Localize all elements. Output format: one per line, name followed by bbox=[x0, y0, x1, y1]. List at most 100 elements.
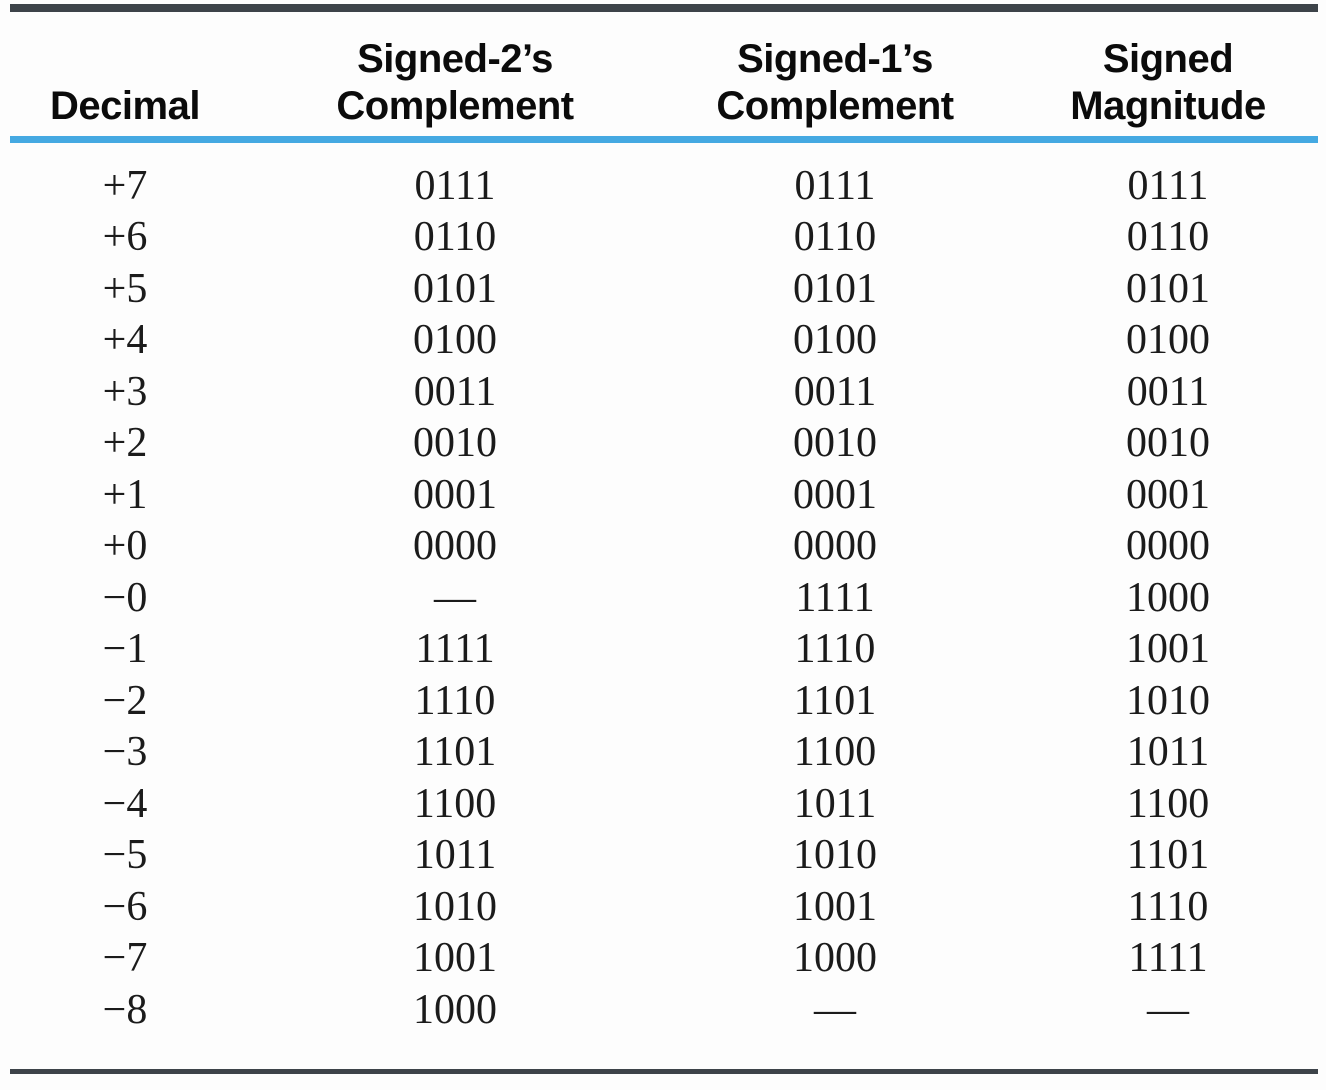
ones-complement-cell: 0011 bbox=[793, 368, 877, 415]
table-row: −7 1001 1000 1111 bbox=[0, 933, 1326, 985]
twos-complement-cell: 1001 bbox=[413, 935, 497, 982]
column-header-signed-magnitude: Signed Magnitude bbox=[1010, 28, 1326, 130]
twos-complement-cell: — bbox=[434, 574, 476, 621]
twos-complement-cell: 1101 bbox=[413, 729, 497, 776]
table-row: −8 1000 — — bbox=[0, 984, 1326, 1036]
decimal-cell: +3 bbox=[102, 368, 148, 415]
table-row: −0 — 1111 1000 bbox=[0, 572, 1326, 624]
signed-magnitude-cell: 1101 bbox=[1126, 832, 1210, 879]
table-row: +2 0010 0010 0010 bbox=[0, 418, 1326, 470]
decimal-cell: +1 bbox=[102, 471, 148, 518]
ones-complement-cell: — bbox=[814, 986, 856, 1033]
ones-complement-cell: 0010 bbox=[793, 420, 877, 467]
ones-complement-cell: 1111 bbox=[795, 574, 875, 621]
signed-magnitude-cell: 0011 bbox=[1126, 368, 1210, 415]
table-row: −2 1110 1101 1010 bbox=[0, 675, 1326, 727]
column-header-label-line1: Signed-1’s bbox=[737, 37, 933, 81]
table-row: +5 0101 0101 0101 bbox=[0, 263, 1326, 315]
signed-magnitude-cell: 1010 bbox=[1126, 677, 1210, 724]
twos-complement-cell: 1110 bbox=[414, 677, 496, 724]
table-row: −4 1100 1011 1100 bbox=[0, 778, 1326, 830]
signed-magnitude-cell: 1011 bbox=[1126, 729, 1210, 776]
table-row: +6 0110 0110 0110 bbox=[0, 212, 1326, 264]
decimal-cell: −2 bbox=[102, 677, 148, 724]
twos-complement-cell: 1100 bbox=[413, 780, 497, 827]
table-body: +7 0111 0111 0111 +6 0110 0110 0110 +5 0101 0101 01… bbox=[0, 160, 1326, 1036]
decimal-cell: −8 bbox=[102, 986, 148, 1033]
decimal-cell: +2 bbox=[102, 420, 148, 467]
signed-magnitude-cell: 1000 bbox=[1126, 574, 1210, 621]
twos-complement-cell: 0100 bbox=[413, 317, 497, 364]
table-header-row: Decimal Signed-2’s Complement Signed-1’s… bbox=[0, 28, 1326, 130]
column-header-ones-complement: Signed-1’s Complement bbox=[660, 28, 1010, 130]
ones-complement-cell: 1100 bbox=[793, 729, 877, 776]
decimal-cell: −7 bbox=[102, 935, 148, 982]
ones-complement-cell: 1001 bbox=[793, 883, 877, 930]
ones-complement-cell: 0101 bbox=[793, 265, 877, 312]
signed-magnitude-cell: 0100 bbox=[1126, 317, 1210, 364]
signed-magnitude-cell: 1111 bbox=[1128, 935, 1208, 982]
twos-complement-cell: 0010 bbox=[413, 420, 497, 467]
column-header-label: Decimal bbox=[50, 84, 200, 128]
signed-magnitude-cell: 1001 bbox=[1126, 626, 1210, 673]
column-header-label-line2: Magnitude bbox=[1070, 84, 1266, 128]
table-row: −1 1111 1110 1001 bbox=[0, 624, 1326, 676]
signed-magnitude-cell: 0101 bbox=[1126, 265, 1210, 312]
twos-complement-cell: 0001 bbox=[413, 471, 497, 518]
table-row: +7 0111 0111 0111 bbox=[0, 160, 1326, 212]
ones-complement-cell: 1101 bbox=[793, 677, 877, 724]
decimal-cell: −3 bbox=[102, 729, 148, 776]
bottom-rule bbox=[10, 1069, 1318, 1074]
decimal-cell: −1 bbox=[102, 626, 148, 673]
ones-complement-cell: 0000 bbox=[793, 523, 877, 570]
twos-complement-cell: 0011 bbox=[413, 368, 497, 415]
column-header-label-line2: Complement bbox=[336, 84, 574, 128]
decimal-cell: +4 bbox=[102, 317, 148, 364]
top-rule bbox=[10, 4, 1318, 12]
signed-magnitude-cell: 0000 bbox=[1126, 523, 1210, 570]
twos-complement-cell: 0110 bbox=[413, 214, 497, 261]
table-row: +1 0001 0001 0001 bbox=[0, 469, 1326, 521]
table-row: +4 0100 0100 0100 bbox=[0, 315, 1326, 367]
signed-magnitude-cell: 1100 bbox=[1126, 780, 1210, 827]
column-header-decimal: Decimal bbox=[0, 28, 250, 130]
decimal-cell: +5 bbox=[102, 265, 148, 312]
decimal-cell: −4 bbox=[102, 780, 148, 827]
twos-complement-cell: 0111 bbox=[414, 162, 496, 209]
ones-complement-cell: 1011 bbox=[793, 780, 877, 827]
table-row: −5 1011 1010 1101 bbox=[0, 830, 1326, 882]
decimal-cell: +0 bbox=[102, 523, 148, 570]
signed-magnitude-cell: 0111 bbox=[1127, 162, 1209, 209]
twos-complement-cell: 1010 bbox=[413, 883, 497, 930]
decimal-cell: +7 bbox=[102, 162, 148, 209]
signed-magnitude-cell: 0001 bbox=[1126, 471, 1210, 518]
table-row: +3 0011 0011 0011 bbox=[0, 366, 1326, 418]
ones-complement-cell: 0100 bbox=[793, 317, 877, 364]
signed-magnitude-cell: 0010 bbox=[1126, 420, 1210, 467]
column-header-twos-complement: Signed-2’s Complement bbox=[250, 28, 660, 130]
decimal-cell: −0 bbox=[102, 574, 148, 621]
signed-magnitude-cell: 1110 bbox=[1127, 883, 1209, 930]
column-header-label-line2: Complement bbox=[716, 84, 954, 128]
decimal-cell: −5 bbox=[102, 832, 148, 879]
table-row: +0 0000 0000 0000 bbox=[0, 521, 1326, 573]
decimal-cell: +6 bbox=[102, 214, 148, 261]
column-header-label-line1: Signed-2’s bbox=[357, 37, 553, 81]
column-header-label-line1: Signed bbox=[1102, 37, 1234, 81]
decimal-cell: −6 bbox=[102, 883, 148, 930]
twos-complement-cell: 1111 bbox=[415, 626, 495, 673]
signed-magnitude-cell: 0110 bbox=[1126, 214, 1210, 261]
ones-complement-cell: 0001 bbox=[793, 471, 877, 518]
header-separator-rule bbox=[10, 136, 1318, 143]
ones-complement-cell: 1010 bbox=[793, 832, 877, 879]
twos-complement-cell: 1011 bbox=[413, 832, 497, 879]
ones-complement-cell: 0110 bbox=[793, 214, 877, 261]
ones-complement-cell: 1000 bbox=[793, 935, 877, 982]
table-row: −6 1010 1001 1110 bbox=[0, 881, 1326, 933]
signed-magnitude-cell: — bbox=[1147, 986, 1189, 1033]
ones-complement-cell: 1110 bbox=[794, 626, 876, 673]
twos-complement-cell: 0101 bbox=[413, 265, 497, 312]
table-row: −3 1101 1100 1011 bbox=[0, 727, 1326, 779]
twos-complement-cell: 0000 bbox=[413, 523, 497, 570]
